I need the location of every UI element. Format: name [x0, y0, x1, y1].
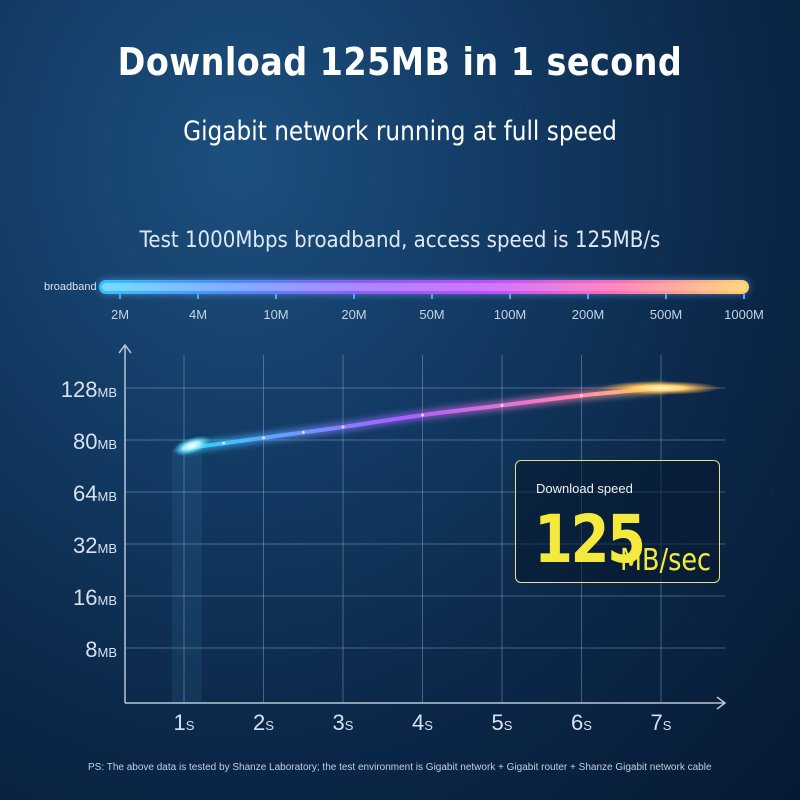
subheadline: Gigabit network running at full speed	[183, 116, 617, 147]
broadband-scale: 2M 4M 10M 20M 50M 100M 200M 500M 1000M	[95, 294, 764, 334]
broadband-tick: 500M	[636, 294, 696, 322]
speed-curve	[182, 386, 663, 451]
broadband-bar-shine	[102, 283, 746, 291]
broadband-tick: 10M	[246, 294, 306, 322]
broadband-tick-label: 2M	[110, 307, 130, 322]
x-tick-label: 1S	[174, 710, 195, 735]
x-tick-number: 1	[174, 710, 186, 735]
broadband-tick: 2M	[90, 294, 150, 322]
test-description: Test 1000Mbps broadband, access speed is…	[139, 228, 661, 253]
broadband-bar	[99, 280, 749, 294]
broadband-tick-mark	[509, 294, 511, 299]
broadband-tick-mark	[119, 294, 121, 299]
x-tick-unit: S	[504, 718, 513, 733]
y-tick-number: 8	[85, 637, 97, 662]
y-tick-label: 128MB	[61, 377, 117, 402]
broadband-tick-mark	[353, 294, 355, 299]
data-point	[421, 413, 424, 417]
y-tick-unit: MB	[98, 645, 118, 660]
broadband-tick-label: 100M	[493, 307, 527, 322]
broadband-tick-mark	[743, 294, 745, 299]
x-tick-unit: S	[265, 718, 274, 733]
footnote: PS: The above data is tested by Shanze L…	[88, 762, 712, 773]
broadband-tick-label: 20M	[341, 307, 367, 322]
x-tick-label: 4S	[412, 710, 433, 735]
y-axis-arrow	[118, 343, 132, 354]
data-point	[500, 403, 504, 407]
y-tick-number: 80	[73, 429, 97, 454]
y-tick-unit: MB	[98, 541, 118, 556]
x-tick-number: 2	[253, 710, 265, 735]
broadband-tick-label: 500M	[649, 307, 683, 322]
data-point	[222, 441, 226, 445]
broadband-tick-mark	[197, 294, 199, 299]
y-tick-label: 80MB	[73, 429, 117, 454]
broadband-tick-mark	[431, 294, 433, 299]
data-point	[301, 430, 305, 434]
broadband-tick-label: 1000M	[724, 307, 764, 322]
download-speed-unit: MB/sec	[620, 543, 712, 578]
x-tick-unit: S	[424, 718, 433, 733]
y-tick-unit: MB	[98, 593, 118, 608]
y-tick-label: 16MB	[73, 585, 117, 610]
x-tick-label: 5S	[492, 710, 513, 735]
comet-head-glow	[172, 435, 212, 456]
x-tick-label: 6S	[571, 710, 592, 735]
broadband-tick-label: 200M	[571, 307, 605, 322]
x-tick-number: 7	[651, 710, 663, 735]
broadband-tick: 200M	[558, 294, 618, 322]
x-tick-unit: S	[583, 718, 592, 733]
curve-start-glow-column	[172, 448, 202, 703]
x-tick-number: 4	[412, 710, 424, 735]
download-speed-value: 125	[534, 501, 646, 578]
broadband-tick-label: 10M	[263, 307, 289, 322]
y-tick-label: 64MB	[73, 481, 117, 506]
broadband-tick-mark	[275, 294, 277, 299]
x-tick-number: 6	[571, 710, 583, 735]
x-tick-label: 3S	[333, 710, 354, 735]
broadband-tick: 100M	[480, 294, 540, 322]
y-tick-unit: MB	[98, 489, 118, 504]
broadband-tick: 1000M	[714, 294, 774, 322]
download-speed-label: Download speed	[536, 481, 633, 496]
y-tick-number: 128	[61, 377, 98, 402]
data-point	[580, 394, 583, 398]
x-tick-unit: S	[186, 718, 195, 733]
broadband-tick-mark	[587, 294, 589, 299]
y-tick-number: 64	[73, 481, 97, 506]
broadband-tick-label: 4M	[188, 307, 208, 322]
x-tick-unit: S	[663, 718, 672, 733]
y-tick-label: 8MB	[85, 637, 117, 662]
y-tick-unit: MB	[98, 385, 118, 400]
y-tick-number: 32	[73, 533, 97, 558]
broadband-tick: 20M	[324, 294, 384, 322]
comet-tail-flare	[601, 381, 721, 395]
x-tick-label: 2S	[253, 710, 274, 735]
y-tick-unit: MB	[98, 437, 118, 452]
x-axis-arrow	[716, 696, 727, 710]
broadband-tick-mark	[665, 294, 667, 299]
x-tick-number: 3	[333, 710, 345, 735]
headline: Download 125MB in 1 second	[117, 40, 683, 84]
broadband-tick: 50M	[402, 294, 462, 322]
y-tick-number: 16	[73, 585, 97, 610]
data-point	[341, 425, 345, 429]
x-tick-unit: S	[345, 718, 354, 733]
x-tick-number: 5	[492, 710, 504, 735]
y-tick-label: 32MB	[73, 533, 117, 558]
broadband-label: broadband	[44, 281, 97, 293]
x-tick-label: 7S	[651, 710, 672, 735]
broadband-tick-label: 50M	[419, 307, 445, 322]
data-point	[262, 436, 265, 440]
download-speed-box: Download speed 125 MB/sec	[515, 460, 720, 583]
broadband-tick: 4M	[168, 294, 228, 322]
